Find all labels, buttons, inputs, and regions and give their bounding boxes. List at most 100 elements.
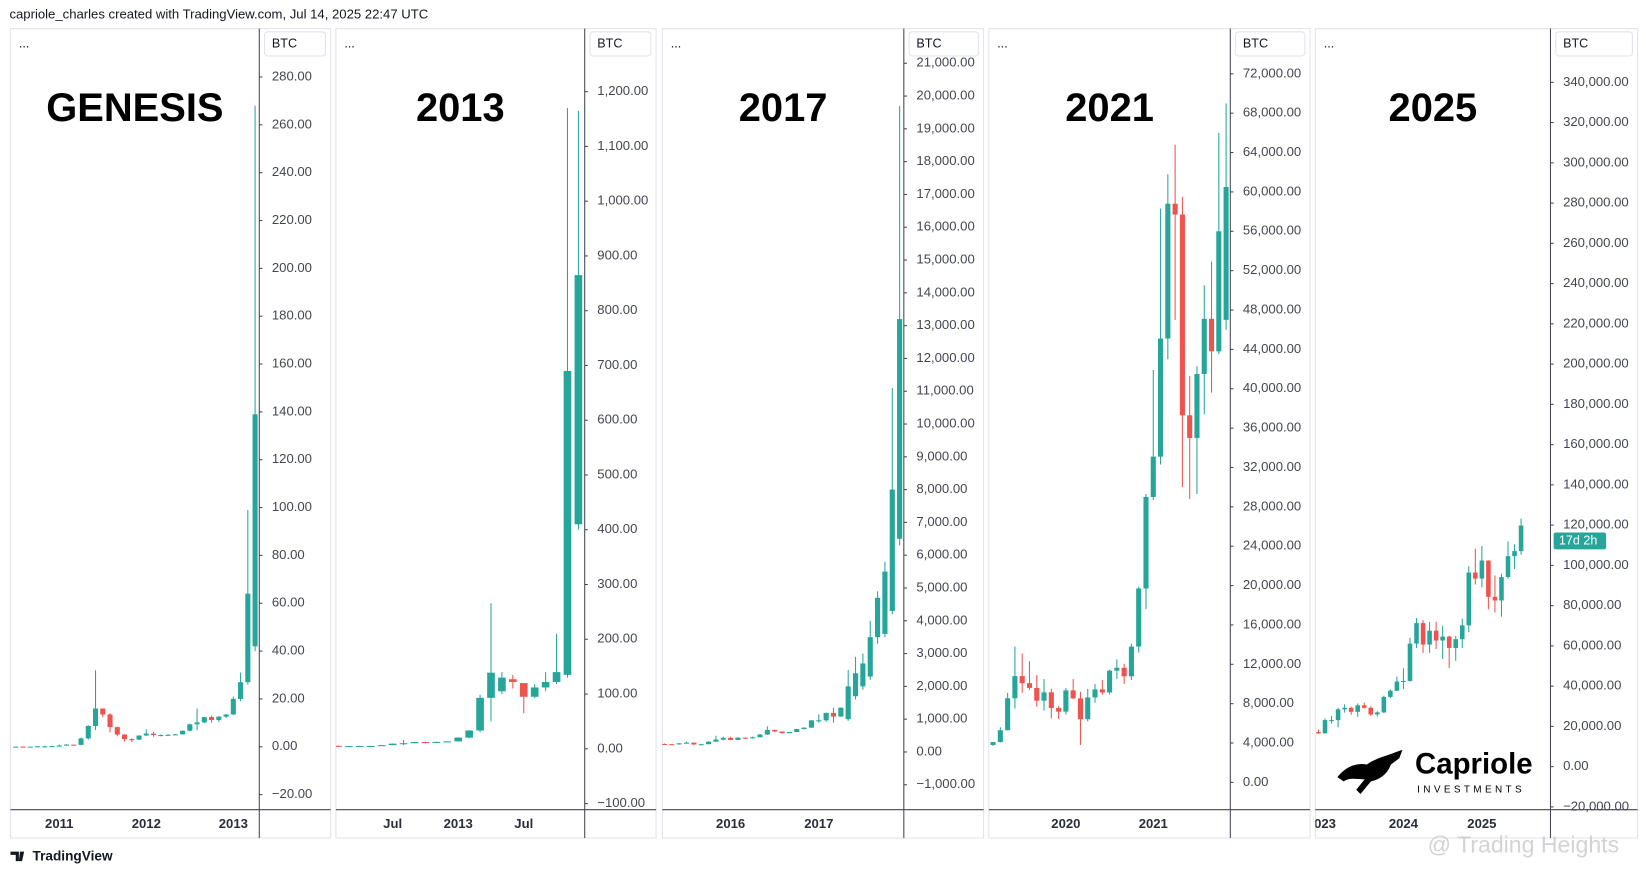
candle-body [201, 717, 207, 723]
candle-body [713, 739, 719, 742]
y-tick-label: 19,000.00 [916, 120, 974, 135]
candle-body [816, 720, 822, 722]
y-tick-label: 40.00 [272, 643, 305, 658]
y-tick-label: 100.00 [272, 499, 312, 514]
chart-title: 2013 [416, 86, 505, 130]
y-tick-label: 7,000.00 [916, 514, 967, 529]
candle-body [42, 746, 48, 748]
panel-border [9, 28, 332, 839]
candle-body [1420, 623, 1426, 645]
candle-body [1216, 231, 1222, 352]
candle-body [1407, 643, 1413, 681]
candles [990, 103, 1229, 746]
candle-body [49, 746, 55, 748]
menu: ... [671, 37, 681, 51]
y-tick-label: 20,000.00 [1563, 718, 1621, 733]
y-tick-label: 20,000.00 [916, 88, 974, 103]
candle-body [465, 730, 473, 738]
candle-body [794, 729, 800, 732]
candle-body [78, 738, 84, 745]
y-tick-label: −20.00 [272, 786, 312, 801]
candle-body [1136, 588, 1142, 647]
y-tick-label: 14,000.00 [916, 284, 974, 299]
candle-body [151, 733, 157, 736]
y-tick-label: 320,000.00 [1563, 114, 1629, 129]
candle-body [563, 370, 572, 675]
candle-body [830, 712, 837, 717]
tradingview-icon [10, 851, 25, 862]
candle-body [1505, 556, 1511, 578]
candle-body [1433, 630, 1439, 641]
candle-body [530, 687, 539, 697]
candle-body [1492, 596, 1498, 601]
candle-body [1070, 690, 1076, 699]
candle-body [1187, 415, 1193, 438]
candle-body [1414, 623, 1419, 644]
candle-body [662, 743, 668, 746]
currency-box [1555, 31, 1633, 57]
y-tick-label: 68,000.00 [1243, 105, 1301, 120]
y-tick-label: 100,000.00 [1563, 557, 1629, 572]
candle-body [728, 737, 734, 740]
candle-body [1012, 676, 1018, 699]
candle-body [187, 724, 193, 731]
candle-body [1342, 707, 1347, 710]
x-tick-label: 2013 [444, 816, 473, 831]
y-tick-label: 40,000.00 [1243, 380, 1301, 395]
panel-border [335, 28, 657, 839]
candle-body [1381, 696, 1387, 713]
x-tick-label: 2020 [1051, 816, 1080, 831]
y-tick-label: 64,000.00 [1243, 144, 1301, 159]
candle-body [410, 741, 419, 744]
y-tick-label: 40,000.00 [1563, 678, 1621, 693]
y-tick-label: 6,000.00 [916, 547, 967, 562]
candle-body [764, 729, 770, 735]
x-tick-label: 2017 [804, 816, 833, 831]
candle-body [114, 727, 120, 735]
candle-body [1026, 683, 1033, 688]
currency: BTC [916, 37, 941, 51]
y-tick-label: 3,000.00 [916, 645, 967, 660]
candle-body [56, 745, 62, 747]
y-tick-label: 1,000.00 [916, 711, 967, 726]
candle-body [838, 707, 844, 717]
y-tick-label: 2,000.00 [916, 678, 967, 693]
logo-tagline: INVESTMENTS [1417, 784, 1525, 795]
candle-body [1401, 680, 1406, 682]
candle-body [750, 737, 756, 739]
chart-panel: ... BTC 2021 0.00 4,000.00 8,000.00 12,000.00 1… [988, 28, 1311, 839]
candle-body [85, 725, 91, 739]
candle-body [209, 717, 215, 720]
candle-body [509, 679, 517, 682]
candle-body [1440, 636, 1445, 641]
candle-body [541, 681, 550, 688]
candles [662, 105, 903, 746]
y-tick-label: 60,000.00 [1563, 637, 1621, 652]
candle-body [1128, 646, 1134, 677]
candle-body [421, 741, 430, 744]
candle-body [1466, 572, 1472, 626]
candle-body [252, 414, 258, 647]
y-tick-label: 17,000.00 [916, 186, 974, 201]
candle-body [129, 739, 135, 741]
candle-body [194, 722, 200, 725]
candle-body [801, 727, 807, 730]
menu: ... [344, 37, 354, 51]
candle-body [1194, 373, 1200, 438]
y-tick-label: 18,000.00 [916, 153, 974, 168]
y-tick-label: 1,200.00 [597, 83, 648, 98]
candle-body [997, 730, 1003, 743]
x-tick-label: 2025 [1467, 816, 1496, 831]
candle-body [574, 275, 583, 525]
y-tick-label: 4,000.00 [1243, 734, 1294, 749]
candle-body [454, 737, 463, 742]
y-tick-label: 32,000.00 [1243, 459, 1301, 474]
y-tick-label: 8,000.00 [1243, 695, 1294, 710]
candle-body [823, 712, 829, 721]
y-tick-label: 160,000.00 [1563, 436, 1629, 451]
candle-body [388, 743, 397, 746]
candle-body [757, 734, 763, 738]
candle-body [1019, 676, 1025, 684]
